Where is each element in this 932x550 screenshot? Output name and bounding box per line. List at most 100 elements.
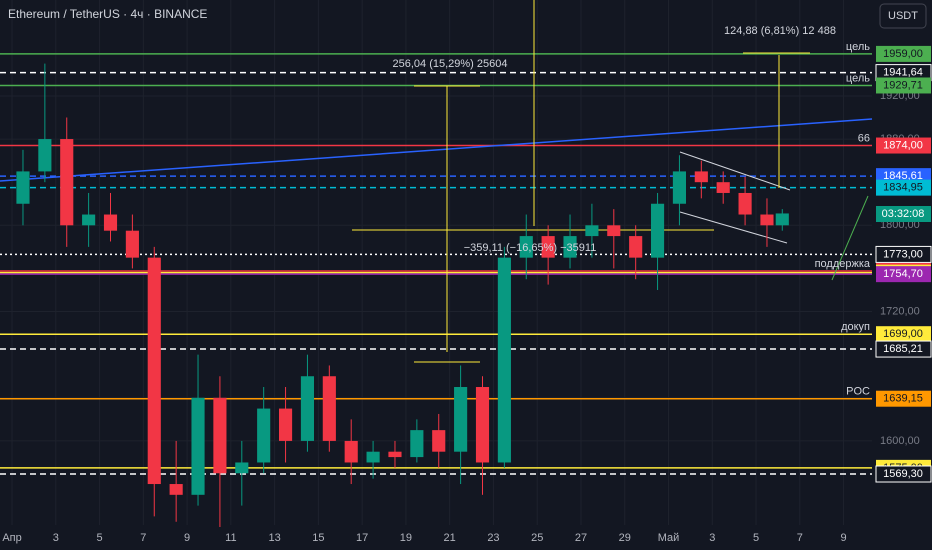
candle-body [432, 430, 446, 452]
countdown-box [876, 206, 931, 222]
candle-body [191, 397, 205, 495]
x-tick-label: 17 [356, 532, 368, 544]
currency-label: USDT [888, 10, 918, 22]
level-label: 1845,61 [883, 170, 923, 182]
level-label: 1754,70 [883, 268, 923, 280]
candle-body [738, 192, 752, 215]
currency-button[interactable] [879, 3, 927, 29]
candle-body [454, 387, 468, 452]
grid [0, 0, 872, 525]
x-tick-label: Апр [2, 532, 21, 544]
level-label-box [875, 465, 932, 483]
candle-body [760, 214, 774, 226]
level-label-box [876, 77, 931, 94]
candle-body [541, 236, 555, 258]
candle-body [672, 171, 687, 204]
x-tick-label: 15 [312, 532, 324, 544]
level-label: 1834,95 [883, 182, 923, 194]
candle-body [366, 451, 380, 463]
candle-body [300, 376, 315, 441]
x-tick-label: 9 [840, 532, 846, 544]
level-label: 1639,15 [883, 393, 923, 405]
candle-body [650, 203, 665, 258]
level-label-box [876, 266, 931, 283]
candle-body [563, 236, 577, 258]
x-tick-label: 5 [97, 532, 103, 544]
level-label-box [876, 137, 931, 154]
candle-body [82, 214, 96, 226]
candle-body [694, 171, 708, 183]
countdown: 03:32:08 [882, 208, 925, 220]
candle-body [519, 236, 533, 258]
candle-body [410, 430, 424, 458]
level-note: цель [846, 41, 870, 53]
candle-body [475, 387, 490, 463]
level-label: 1929,71 [883, 79, 923, 91]
candle-body [388, 451, 402, 458]
y-tick-label: 1600,00 [880, 435, 920, 447]
level-note: поддержка [815, 258, 871, 270]
candle-body [169, 484, 183, 495]
level-label-box [876, 390, 931, 407]
drawing-line [831, 195, 869, 281]
level-label: 1699,00 [883, 328, 923, 340]
x-tick-label: 21 [444, 532, 456, 544]
candle-body [125, 230, 139, 258]
candle-body [103, 214, 118, 231]
level-note: докуп [841, 321, 870, 333]
x-tick-label: 7 [797, 532, 803, 544]
x-tick-label: 7 [140, 532, 146, 544]
level-label: 1569,30 [883, 468, 923, 480]
x-tick-label: 19 [400, 532, 412, 544]
level-label-box [876, 179, 931, 196]
x-tick-label: Май [658, 532, 680, 544]
trend-line [0, 118, 873, 182]
level-label: 1773,00 [883, 248, 923, 260]
x-tick-label: 13 [268, 532, 280, 544]
candle-body [775, 213, 789, 226]
y-tick-label: 1800,00 [880, 219, 920, 231]
candle-body [585, 225, 599, 237]
candle-body [278, 408, 293, 441]
level-label: 1874,00 [883, 139, 923, 151]
candles [16, 63, 789, 528]
level-label-box [875, 340, 932, 358]
level-label-box [876, 45, 931, 62]
candle-body [60, 139, 74, 226]
measure-label: −359,11 (−16,65%) −35911 [464, 242, 597, 254]
x-tick-label: 9 [184, 532, 190, 544]
level-label: 1941,64 [883, 67, 923, 79]
levels [0, 53, 872, 475]
x-tick-label: 3 [53, 532, 59, 544]
x-tick-label: 29 [619, 532, 631, 544]
x-tick-label: 27 [575, 532, 587, 544]
candle-body [38, 139, 52, 172]
x-tick-label: 3 [709, 532, 715, 544]
candle-body [322, 376, 336, 441]
candle-body [16, 171, 30, 204]
candle-body [344, 440, 358, 463]
measure-label: 256,04 (15,29%) 25604 [393, 58, 508, 70]
x-tick-label: 5 [753, 532, 759, 544]
measure-label: 124,88 (6,81%) 12 488 [724, 25, 836, 37]
chart-title: Ethereum / TetherUS · 4ч · BINANCE [8, 7, 207, 21]
level-note: POC [846, 386, 870, 398]
level-label-box [876, 326, 931, 343]
axis-labels: 1600,001640,001720,001800,001880,001920,… [875, 45, 932, 483]
candle-body [147, 257, 161, 485]
channel-line [679, 211, 788, 244]
candle-body [213, 397, 227, 474]
candle-body [629, 236, 643, 258]
candle-body [235, 462, 249, 474]
x-tick-label: 11 [225, 532, 236, 544]
candle-body [257, 408, 271, 463]
candle-body [497, 257, 511, 463]
level-note: 66 [858, 132, 870, 144]
time-axis [0, 527, 875, 550]
level-note: цель [846, 72, 870, 84]
candle-body [716, 182, 730, 193]
level-label-box [875, 245, 932, 263]
level-label: 1959,00 [883, 48, 923, 60]
x-tick-label: 23 [487, 532, 499, 544]
